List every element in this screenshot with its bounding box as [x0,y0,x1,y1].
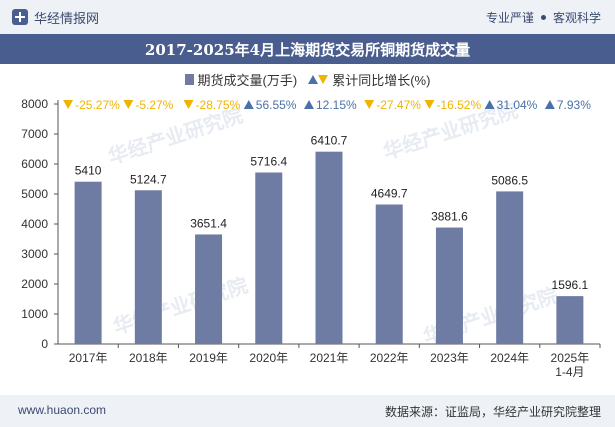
y-tick-label: 4000 [21,217,48,231]
brand-name: 华经情报网 [34,10,100,26]
bar [375,204,403,344]
footer: www.huaon.com 数据来源：证监局，华经产业研究院整理 [0,395,615,427]
y-tick-label: 2000 [21,277,48,291]
growth-up-triangle-icon [304,100,314,109]
growth-up-triangle-icon [544,100,555,109]
x-tick-label: 2017年 [69,351,108,365]
bar-value-label: 6410.7 [311,134,348,148]
chart-legend: 期货成交量(万手) 累计同比增长(%) [0,69,615,89]
chart-title: 2017-2025年4月上海期货交易所铜期货成交量 [144,40,471,59]
x-tick-label: 2018年 [129,351,168,365]
legend-swatch-bar [184,73,194,85]
slogan-tags: 专业严谨 客观科学 [486,9,601,26]
growth-label: 56.55% [256,98,297,112]
y-tick-label: 3000 [21,247,48,261]
title-bar: 2017-2025年4月上海期货交易所铜期货成交量 [0,34,615,64]
separator-dot-icon [540,15,546,20]
y-tick-label: 6000 [21,157,48,171]
bar-value-label: 5124.7 [130,172,167,186]
data-source: 数据来源：证监局，华经产业研究院整理 [384,405,601,419]
up-down-triangle-icon [308,75,329,84]
bar-value-label: 5086.5 [491,173,528,187]
legend-item-volume: 期货成交量(万手) [184,70,298,89]
x-tick-label: 2020年 [249,351,288,365]
bar-value-label: 4649.7 [371,187,408,201]
growth-label: 31.04% [497,98,538,112]
slogan-tag-2: 客观科学 [552,11,601,25]
bar-value-label: 5716.4 [250,155,287,169]
growth-label: -25.27% [75,98,120,112]
bar [74,181,102,344]
top-bar: 华经情报网 专业严谨 客观科学 [0,0,615,34]
bar [435,227,463,344]
growth-label: 12.15% [316,98,357,112]
growth-down-triangle-icon [63,100,74,109]
bar-value-label: 5410 [75,164,102,178]
growth-label: -16.52% [436,98,481,112]
x-tick-label: 2024年 [490,351,529,365]
bar [315,151,343,344]
growth-label: 7.93% [557,98,591,112]
slogan-tag-1: 专业严谨 [485,11,534,25]
growth-down-triangle-icon [364,100,375,109]
y-tick-label: 5000 [21,187,48,201]
bar [496,191,524,344]
legend-label-growth: 累计同比增长(%) [332,72,431,88]
footer-url[interactable]: www.huaon.com [18,403,107,417]
growth-down-triangle-icon [424,100,435,109]
brand[interactable]: 华经情报网 [12,8,99,26]
growth-down-triangle-icon [183,100,194,109]
x-tick-label: 2025年 [551,351,590,365]
growth-label: -5.27% [135,98,173,112]
x-tick-label: 2023年 [430,351,469,365]
growth-up-triangle-icon [243,100,254,109]
x-tick-label: 2021年 [310,351,349,365]
bar-value-label: 1596.1 [552,278,589,292]
y-tick-label: 7000 [21,127,48,141]
bar-value-label: 3651.4 [190,216,227,230]
huajing-logo-icon [12,9,28,25]
bar [134,190,162,344]
growth-down-triangle-icon [123,100,134,109]
legend-swatch-triangles [307,73,329,85]
x-tick-label: 1-4月 [555,365,584,379]
legend-label-volume: 期货成交量(万手) [197,72,298,88]
bar [255,172,283,344]
y-tick-label: 8000 [21,97,48,111]
legend-item-growth: 累计同比增长(%) [307,70,430,89]
bar-value-label: 3881.6 [431,210,468,224]
growth-up-triangle-icon [484,100,495,109]
growth-label: -27.47% [376,98,421,112]
x-tick-label: 2019年 [189,351,228,365]
x-tick-label: 2022年 [370,351,409,365]
bar [556,296,584,344]
y-tick-label: 1000 [21,307,48,321]
y-tick-label: 0 [41,337,48,351]
bar [195,234,223,344]
growth-label: -28.75% [196,98,241,112]
